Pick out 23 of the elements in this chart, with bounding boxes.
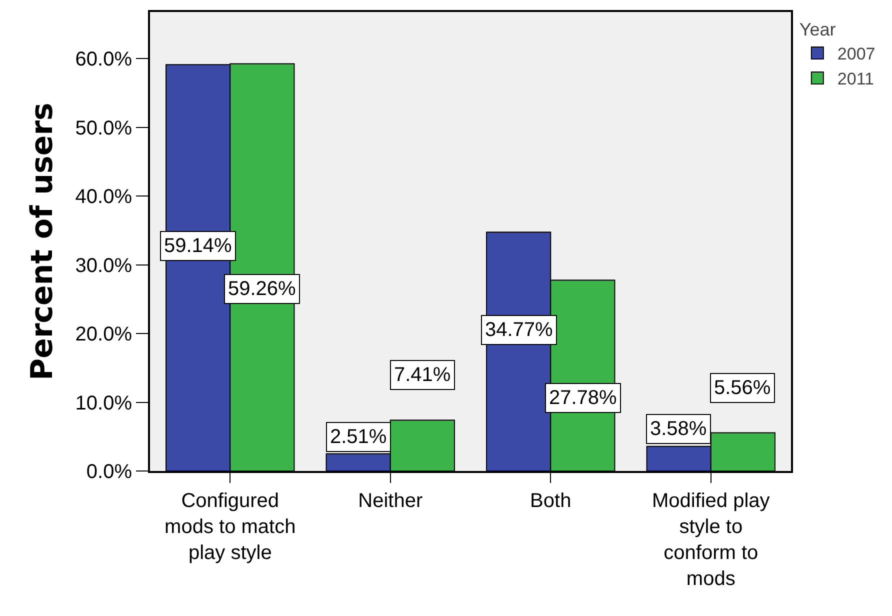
data-label: 3.58% [650, 418, 707, 440]
y-tick-label: 30.0% [75, 254, 132, 277]
data-label: 27.78% [549, 387, 618, 409]
y-tick-label: 10.0% [75, 392, 132, 414]
data-label: 34.77% [485, 319, 554, 341]
x-tick-label: Configured mods to match play style [164, 490, 296, 564]
legend-label: 2011 [837, 70, 874, 89]
x-tick-label: Neither [358, 490, 423, 512]
x-tick-label: Modified play style to conform to mods [652, 490, 770, 590]
y-tick-label: 50.0% [75, 117, 132, 140]
y-tick-label: 20.0% [75, 324, 132, 346]
data-label: 7.41% [394, 364, 451, 386]
legend-label: 2007 [837, 44, 876, 64]
y-tick-label: 40.0% [75, 186, 132, 208]
data-label: 5.56% [714, 377, 771, 399]
legend-title: Year [799, 19, 836, 40]
x-tick-label: Both [530, 490, 572, 512]
data-label: 59.14% [164, 235, 232, 257]
y-tick-label: 0.0% [86, 461, 132, 483]
y-tick-label: 60.0% [75, 48, 132, 71]
y-axis-title: Percent of users [24, 102, 60, 380]
data-label: 59.26% [228, 278, 296, 300]
data-label: 2.51% [330, 426, 387, 448]
